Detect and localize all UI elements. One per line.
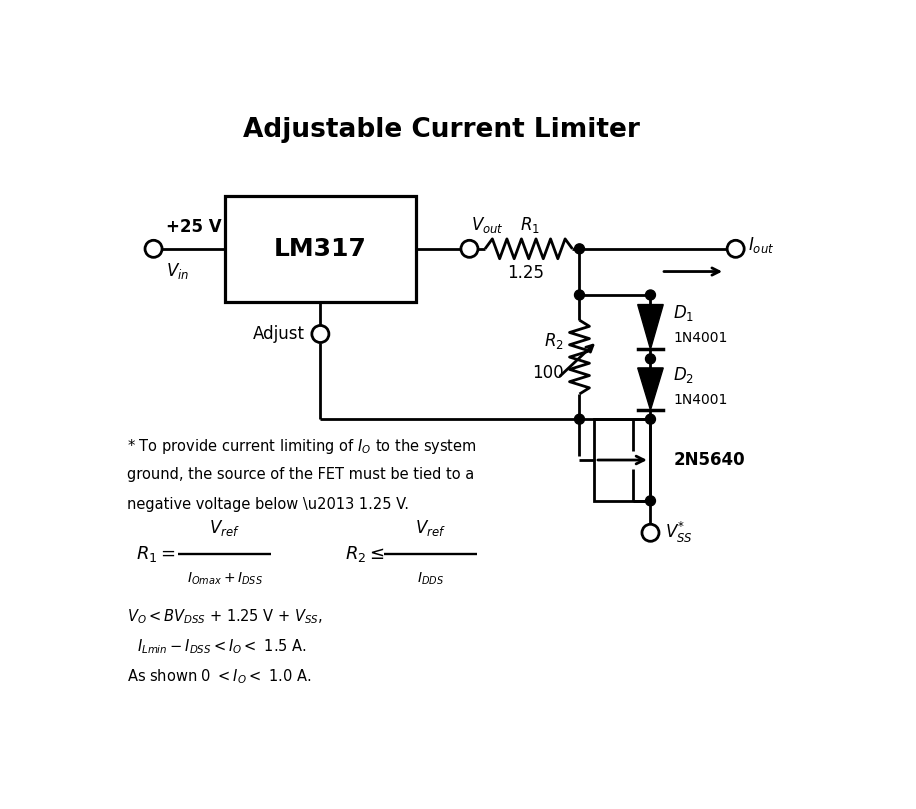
Text: $R_1 =$: $R_1 =$ (136, 544, 176, 564)
Text: $R_1$: $R_1$ (520, 214, 540, 235)
Text: $I_{DDS}$: $I_{DDS}$ (417, 570, 444, 587)
Text: $V_O < BV_{DSS}$ + 1.25 V + $V_{SS}$,: $V_O < BV_{DSS}$ + 1.25 V + $V_{SS}$, (127, 608, 323, 626)
Text: $D_2$: $D_2$ (673, 365, 694, 385)
Text: $I_{Omax}+I_{DSS}$: $I_{Omax}+I_{DSS}$ (187, 570, 263, 587)
Text: $I_{out}$: $I_{out}$ (748, 235, 775, 256)
Circle shape (646, 496, 656, 506)
Polygon shape (638, 368, 663, 410)
Text: $V_{out}$: $V_{out}$ (471, 214, 504, 235)
Polygon shape (638, 304, 663, 349)
Text: LM317: LM317 (274, 237, 366, 260)
Text: As shown 0 $< I_O <$ 1.0 A.: As shown 0 $< I_O <$ 1.0 A. (127, 667, 311, 686)
Circle shape (574, 414, 584, 424)
Text: negative voltage below \u2013 1.25 V.: negative voltage below \u2013 1.25 V. (127, 497, 409, 511)
Text: $V_{ref}$: $V_{ref}$ (209, 518, 240, 538)
Text: $D_1$: $D_1$ (673, 303, 694, 323)
Text: $V_{ref}$: $V_{ref}$ (415, 518, 446, 538)
Text: 1.25: 1.25 (507, 265, 544, 282)
Text: $I_{Lmin} - I_{DSS} < I_O <$ 1.5 A.: $I_{Lmin} - I_{DSS} < I_O <$ 1.5 A. (137, 637, 307, 656)
Text: $V_{in}$: $V_{in}$ (167, 260, 190, 281)
Text: $R_2$: $R_2$ (544, 332, 564, 351)
Text: 1N4001: 1N4001 (673, 331, 727, 345)
Circle shape (574, 244, 584, 254)
Text: Adjust: Adjust (253, 325, 305, 343)
Text: * To provide current limiting of $I_O$ to the system: * To provide current limiting of $I_O$ t… (127, 437, 477, 456)
Text: 100: 100 (532, 364, 564, 382)
Text: 2N5640: 2N5640 (673, 451, 745, 469)
Text: ground, the source of the FET must be tied to a: ground, the source of the FET must be ti… (127, 467, 474, 481)
Circle shape (646, 414, 656, 424)
Text: +25 V: +25 V (167, 218, 222, 236)
Circle shape (574, 290, 584, 300)
Text: $R_2 \leq$: $R_2 \leq$ (345, 544, 385, 564)
Bar (594, 419, 650, 501)
Text: $V_{SS}^{*}$: $V_{SS}^{*}$ (665, 520, 692, 545)
Circle shape (646, 290, 656, 300)
Circle shape (646, 354, 656, 364)
Bar (224, 196, 416, 302)
Text: 1N4001: 1N4001 (673, 392, 727, 407)
Text: Adjustable Current Limiter: Adjustable Current Limiter (243, 117, 639, 143)
